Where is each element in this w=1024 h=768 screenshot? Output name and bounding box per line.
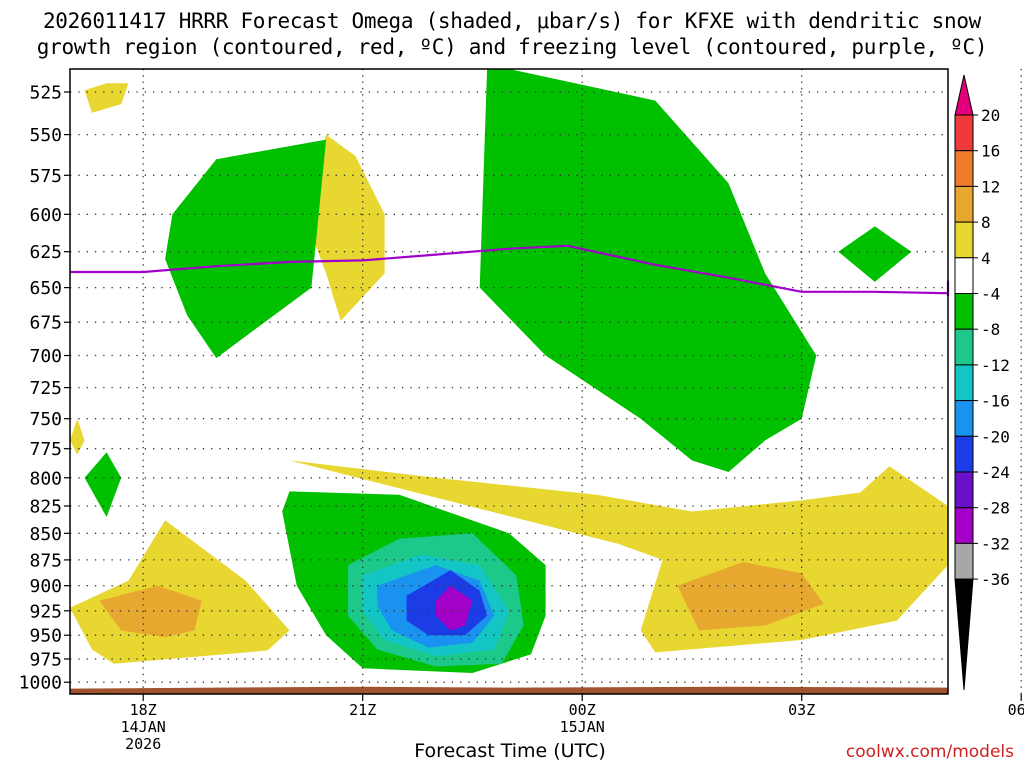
credit-text: coolwx.com/models [845, 742, 1014, 762]
colorbar-band-9 [954, 400, 974, 437]
colorbar-band-7 [954, 328, 974, 366]
chart-title-line-1: 2026011417 HRRR Forecast Omega (shaded, … [42, 9, 982, 33]
colorbar-label-4: 4 [981, 249, 991, 268]
omega-shading-layer [70, 69, 948, 673]
colorbar-band-1 [954, 114, 974, 152]
colorbar-band-13 [954, 542, 974, 580]
x-axis-label: Forecast Time (UTC) [414, 740, 606, 762]
colorbar-label-10: -24 [981, 463, 1010, 482]
colorbar: 20 16 12 8 4 -4 -8 -12 -16 -20 -24 -28 -32 -36 [954, 74, 1010, 691]
colorbar-label-12: -32 [981, 534, 1010, 553]
x-tick-label-21Z: 21Z [349, 701, 376, 719]
ground-surface [70, 686, 948, 694]
colorbar-band-3 [954, 185, 974, 223]
omega-region-9 [84, 452, 122, 517]
y-tick-label-900: 900 [29, 576, 62, 597]
colorbar-band-6 [954, 293, 974, 330]
y-tick-label-825: 825 [29, 497, 62, 518]
y-axis: 525 550 575 600 625 650 675 700 725 750 775 800 825 8… [19, 83, 70, 694]
colorbar-arrow-bottom [954, 578, 974, 691]
colorbar-band-2 [954, 150, 974, 187]
y-tick-label-950: 950 [29, 626, 62, 647]
colorbar-label-2: 12 [981, 177, 1000, 196]
x-tick-sublabel-18Z: 14JAN [121, 718, 166, 736]
colorbar-band-11 [954, 471, 974, 509]
colorbar-band-4 [954, 221, 974, 259]
omega-region-7 [677, 562, 824, 631]
y-tick-label-650: 650 [29, 278, 62, 299]
omega-region-10 [479, 69, 817, 472]
y-tick-label-725: 725 [29, 378, 62, 399]
colorbar-label-3: 8 [981, 213, 991, 232]
y-tick-label-800: 800 [29, 468, 62, 489]
colorbar-label-8: -16 [981, 392, 1010, 411]
y-tick-label-700: 700 [29, 346, 62, 367]
y-tick-label-775: 775 [29, 439, 62, 460]
y-tick-label-1000: 1000 [19, 673, 62, 694]
plot-frame [69, 68, 949, 695]
omega-region-11 [838, 226, 912, 282]
y-tick-label-875: 875 [29, 550, 62, 571]
y-tick-label-975: 975 [29, 650, 62, 671]
y-tick-label-925: 925 [29, 601, 62, 622]
omega-region-6 [99, 585, 202, 638]
omega-region-21 [435, 585, 473, 631]
x-tick-sublabel-00Z: 15JAN [560, 718, 605, 736]
y-tick-label-525: 525 [29, 83, 62, 104]
colorbar-arrow-top [954, 74, 974, 116]
x-tick-year-18Z: 2026 [125, 735, 161, 753]
x-tick-label-18Z: 18Z [130, 701, 157, 719]
omega-region-3 [70, 520, 290, 664]
x-tick-label-00Z: 00Z [569, 701, 596, 719]
y-tick-label-675: 675 [29, 313, 62, 334]
colorbar-label-11: -28 [981, 499, 1010, 518]
y-tick-label-550: 550 [29, 125, 62, 146]
colorbar-label-5: -4 [981, 285, 1000, 304]
colorbar-band-5 [954, 257, 974, 294]
x-axis: 18Z14JAN202621Z00Z15JAN03Z06Z09Z [121, 694, 1024, 753]
omega-region-8 [165, 139, 327, 359]
y-tick-label-750: 750 [29, 409, 62, 430]
x-tick-label-03Z: 03Z [788, 701, 815, 719]
colorbar-label-7: -12 [981, 356, 1010, 375]
colorbar-label-6: -8 [981, 320, 1000, 339]
omega-region-1 [304, 134, 385, 321]
y-tick-label-850: 850 [29, 524, 62, 545]
colorbar-band-10 [954, 435, 974, 473]
colorbar-label-13: -36 [981, 570, 1010, 589]
x-tick-label-06Z: 06Z [1008, 701, 1024, 719]
colorbar-band-8 [954, 364, 974, 402]
colorbar-label-1: 16 [981, 142, 1000, 161]
y-tick-label-600: 600 [29, 205, 62, 226]
gridlines [70, 69, 1022, 694]
colorbar-label-0: 20 [981, 106, 1000, 125]
y-tick-label-625: 625 [29, 242, 62, 263]
omega-region-2 [70, 418, 85, 455]
omega-region-0 [84, 83, 129, 113]
colorbar-band-12 [954, 507, 974, 544]
chart-title-line-2: growth region (contoured, red, ºC) and f… [36, 35, 988, 59]
ground-layer [70, 686, 948, 694]
y-tick-label-575: 575 [29, 166, 62, 187]
colorbar-label-9: -20 [981, 427, 1010, 446]
